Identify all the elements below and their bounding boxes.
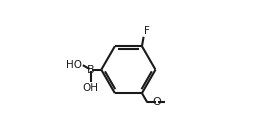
Text: HO: HO <box>66 60 82 70</box>
Text: B: B <box>87 65 95 75</box>
Text: OH: OH <box>83 83 99 93</box>
Text: O: O <box>152 97 161 107</box>
Text: F: F <box>144 26 150 36</box>
